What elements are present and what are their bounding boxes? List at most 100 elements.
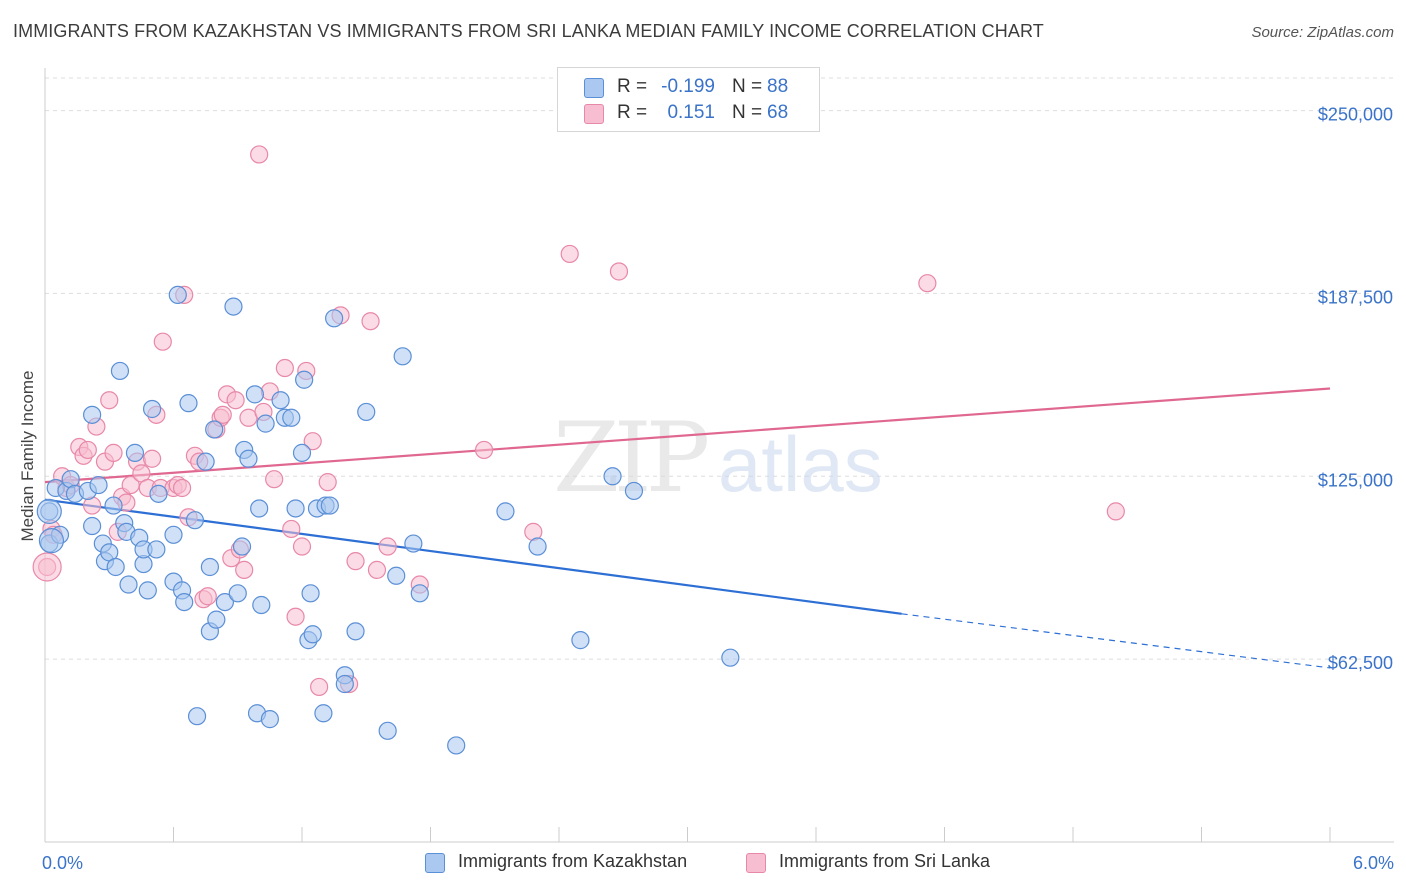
pink-point [378,537,397,556]
pink-point [78,440,97,460]
correlation-legend: R = -0.199 N = 88 R = 0.151 N = 68 [557,67,820,132]
blue-point [36,498,62,524]
blue-point [175,592,194,612]
data-points [32,145,1125,755]
blue-point [314,704,333,723]
pink-point [100,391,119,410]
pink-point [265,470,284,489]
pink-point [172,478,192,498]
chart-title: IMMIGRANTS FROM KAZAKHSTAN VS IMMIGRANTS… [13,21,1044,41]
series-name-kazakhstan: Immigrants from Kazakhstan [458,851,688,871]
blue-point [149,484,168,503]
pink-point [1106,502,1125,521]
blue-point [346,622,365,641]
legend-swatch-blue [584,78,604,98]
pink-point [367,560,387,580]
blue-point [138,581,157,600]
trend-line-sri-lanka [44,387,1331,484]
blue-point [447,736,466,755]
pink-point [286,607,305,626]
legend-r-label: R = [617,76,648,97]
blue-point [245,385,264,404]
blue-point [335,674,354,694]
blue-point [301,584,320,603]
blue-point [571,631,590,650]
blue-point [721,648,740,667]
legend-r-value: -0.199 [661,76,715,97]
blue-point [252,595,271,615]
blue-point [83,516,102,536]
blue-point [185,511,205,530]
blue-point [187,707,207,726]
tick-labels: $62,500 $125,000 $187,500 $250,000 0.0% 6.0% [42,105,1394,873]
blue-point [89,475,108,495]
blue-point [286,499,305,518]
blue-point [320,496,339,515]
blue-point [83,405,102,424]
pink-point [918,274,937,293]
blue-point [110,361,130,381]
blue-point [207,610,226,629]
blue-point [387,566,406,585]
blue-point [164,525,183,544]
blue-point [410,584,429,603]
blue-point [106,557,125,577]
watermark: ZIP atlas [553,402,883,514]
pink-point [292,537,312,556]
legend-n-value: 68 [767,102,789,123]
axes [44,68,1394,843]
pink-point [104,443,123,462]
y-tick-label: $187,500 [1318,287,1393,307]
blue-point [624,481,644,501]
y-tick-label: $125,000 [1318,470,1393,490]
watermark-atlas: atlas [718,420,883,508]
blue-point [200,557,220,577]
pink-point [226,391,245,410]
blue-point [496,502,515,521]
blue-point [142,399,162,419]
pink-point [142,449,162,468]
pink-point [282,519,301,539]
blue-point [292,443,312,462]
blue-point [232,537,252,556]
legend-r-value: 0.151 [667,102,715,123]
blue-point [393,347,412,366]
blue-point [196,452,215,471]
x-tick-label-max: 6.0% [1353,853,1394,873]
pink-point [310,677,329,697]
blue-point [104,496,123,515]
y-tick-label: $62,500 [1328,653,1393,673]
blue-point [239,449,258,468]
legend-n-label: N = [732,102,763,123]
blue-point [303,625,322,644]
blue-point [147,540,166,559]
pink-point [213,405,232,424]
trend-line-kazakhstan-extrapolated [901,613,1331,669]
trend-line-kazakhstan [44,498,902,615]
legend-r-label: R = [617,102,648,123]
blue-point [125,443,145,462]
pink-point [474,440,494,460]
series-name-sri-lanka: Immigrants from Sri Lanka [779,851,991,871]
legend-n-label: N = [732,76,763,97]
legend-swatch-pink [584,104,604,124]
blue-point [404,534,423,553]
blue-point [205,420,224,439]
blue-point [357,402,376,422]
pink-point [198,587,217,606]
pink-point [235,560,254,580]
blue-point [119,575,138,594]
blue-point [603,467,622,486]
pink-point [609,262,629,281]
blue-point [224,297,243,316]
pink-point [275,358,294,378]
blue-point [282,408,301,427]
pink-point [560,244,579,264]
blue-point [38,528,65,554]
blue-point [295,370,314,389]
pink-point [303,432,322,451]
pink-point [318,473,337,492]
blue-point [256,414,275,433]
y-tick-label: $250,000 [1318,105,1393,125]
